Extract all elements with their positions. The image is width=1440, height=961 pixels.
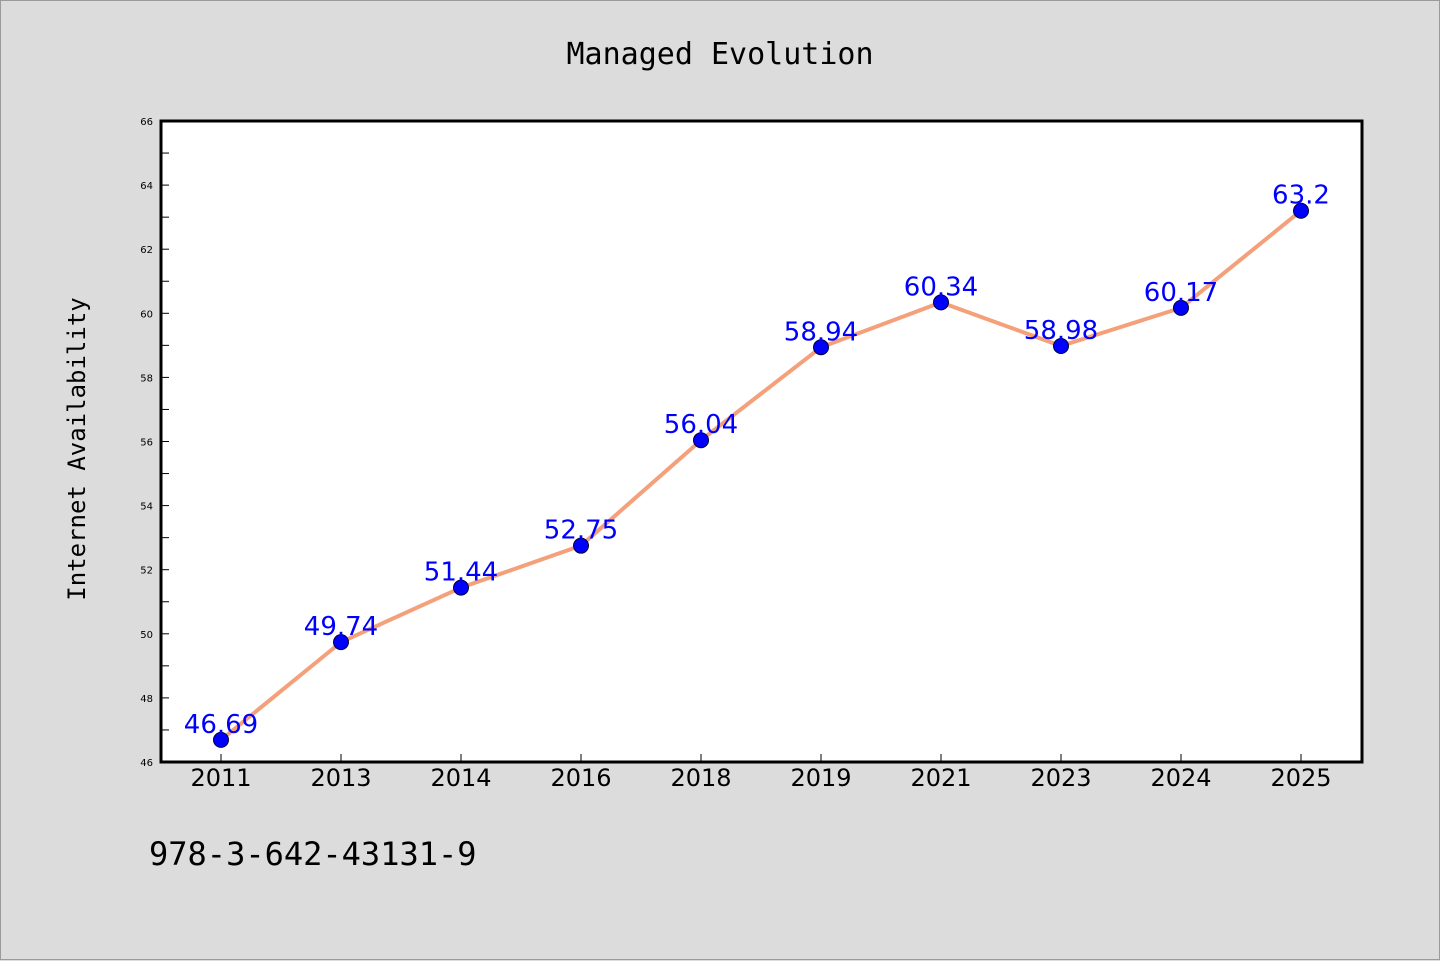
x-tick-label: 2023 (1030, 764, 1091, 792)
y-tick-label: 52 (140, 566, 153, 577)
data-point (573, 537, 589, 554)
data-label: 52.75 (544, 516, 618, 546)
data-point (333, 634, 349, 651)
x-tick-label: 2011 (190, 764, 251, 792)
data-point (213, 731, 229, 748)
data-label: 60.34 (904, 272, 978, 302)
y-tick-label: 66 (140, 117, 153, 128)
data-label: 49.74 (304, 612, 378, 642)
data-label: 58.98 (1024, 316, 1098, 346)
y-tick-label: 64 (140, 181, 153, 192)
y-axis: 46 48 50 52 54 56 58 60 62 64 66 (140, 117, 169, 769)
y-tick-label: 58 (140, 373, 153, 384)
x-tick-label: 2019 (790, 764, 851, 792)
series-line (219, 208, 1303, 742)
plot-area (159, 119, 1364, 764)
y-tick-label: 54 (140, 502, 153, 513)
y-tick-label: 60 (140, 309, 153, 320)
data-label: 51.44 (424, 558, 498, 588)
data-point (453, 579, 469, 596)
data-point (693, 432, 709, 449)
y-tick-label: 62 (140, 245, 153, 256)
data-label: 46.69 (184, 710, 258, 740)
footer-code: 978-3-642-43131-9 (149, 835, 477, 873)
y-tick-label: 50 (140, 630, 153, 641)
y-tick-label: 48 (140, 694, 153, 705)
x-axis: 2011 2013 2014 2016 2018 2019 2021 2023 2024 2025 (190, 754, 1332, 792)
data-point (933, 294, 949, 311)
x-tick-label: 2016 (550, 764, 611, 792)
series-internet-availability: 46.69 49.74 51.44 52.75 56.04 58.94 60.34 58.98… (184, 181, 1330, 748)
x-tick-label: 2024 (1150, 764, 1211, 792)
data-label: 56.04 (664, 410, 738, 440)
data-point (1293, 202, 1309, 219)
x-tick-label: 2013 (310, 764, 371, 792)
data-label: 60.17 (1144, 278, 1218, 308)
x-tick-label: 2021 (910, 764, 971, 792)
x-tick-label: 2018 (670, 764, 731, 792)
data-point (1173, 299, 1189, 316)
data-point (813, 339, 829, 356)
y-tick-label: 56 (140, 438, 153, 449)
y-tick-label: 46 (140, 758, 153, 769)
data-label: 63.2 (1272, 181, 1330, 211)
data-label: 58.94 (784, 317, 858, 347)
x-tick-label: 2014 (430, 764, 491, 792)
x-tick-label: 2025 (1270, 764, 1331, 792)
data-point (1053, 337, 1069, 354)
chart-title: Managed Evolution (566, 37, 873, 72)
y-axis-label: Internet Availability (63, 297, 91, 600)
